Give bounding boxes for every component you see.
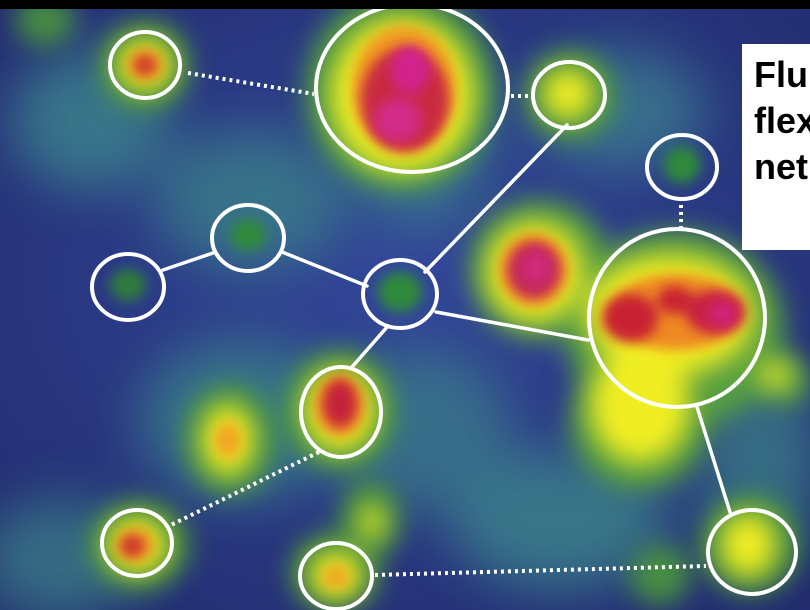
network-dotted-lines: [168, 71, 707, 577]
dim-green-spots: [110, 147, 700, 312]
dotted-link: [187, 71, 315, 96]
node-circle: [706, 508, 798, 596]
network-lines: [161, 123, 732, 514]
magenta-hot: [374, 46, 736, 326]
caption-box: Flu flex net: [742, 44, 810, 250]
link-line: [280, 250, 369, 288]
node-circle: [210, 203, 286, 273]
link-line: [350, 324, 390, 369]
node-circle: [299, 365, 383, 459]
link-line: [423, 123, 569, 274]
dotted-link: [374, 564, 707, 577]
node-circle: [361, 258, 439, 330]
link-line: [434, 310, 590, 342]
node-circle: [645, 133, 719, 201]
top-border-strip: [0, 0, 810, 9]
link-line: [695, 405, 732, 514]
node-circle: [298, 541, 374, 610]
node-circle: [531, 60, 607, 130]
caption-line-3: net: [754, 146, 808, 187]
node-circle: [587, 227, 767, 409]
node-circle: [108, 30, 182, 100]
link-line: [161, 251, 215, 272]
node-circle: [90, 252, 166, 322]
caption-line-2: flex: [754, 100, 810, 141]
node-circle: [100, 508, 174, 578]
caption-line-1: Flu: [754, 54, 808, 95]
